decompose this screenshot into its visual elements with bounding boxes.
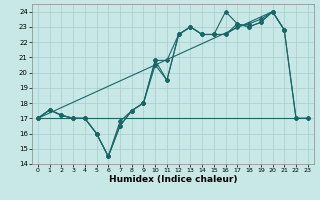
X-axis label: Humidex (Indice chaleur): Humidex (Indice chaleur) [108, 175, 237, 184]
